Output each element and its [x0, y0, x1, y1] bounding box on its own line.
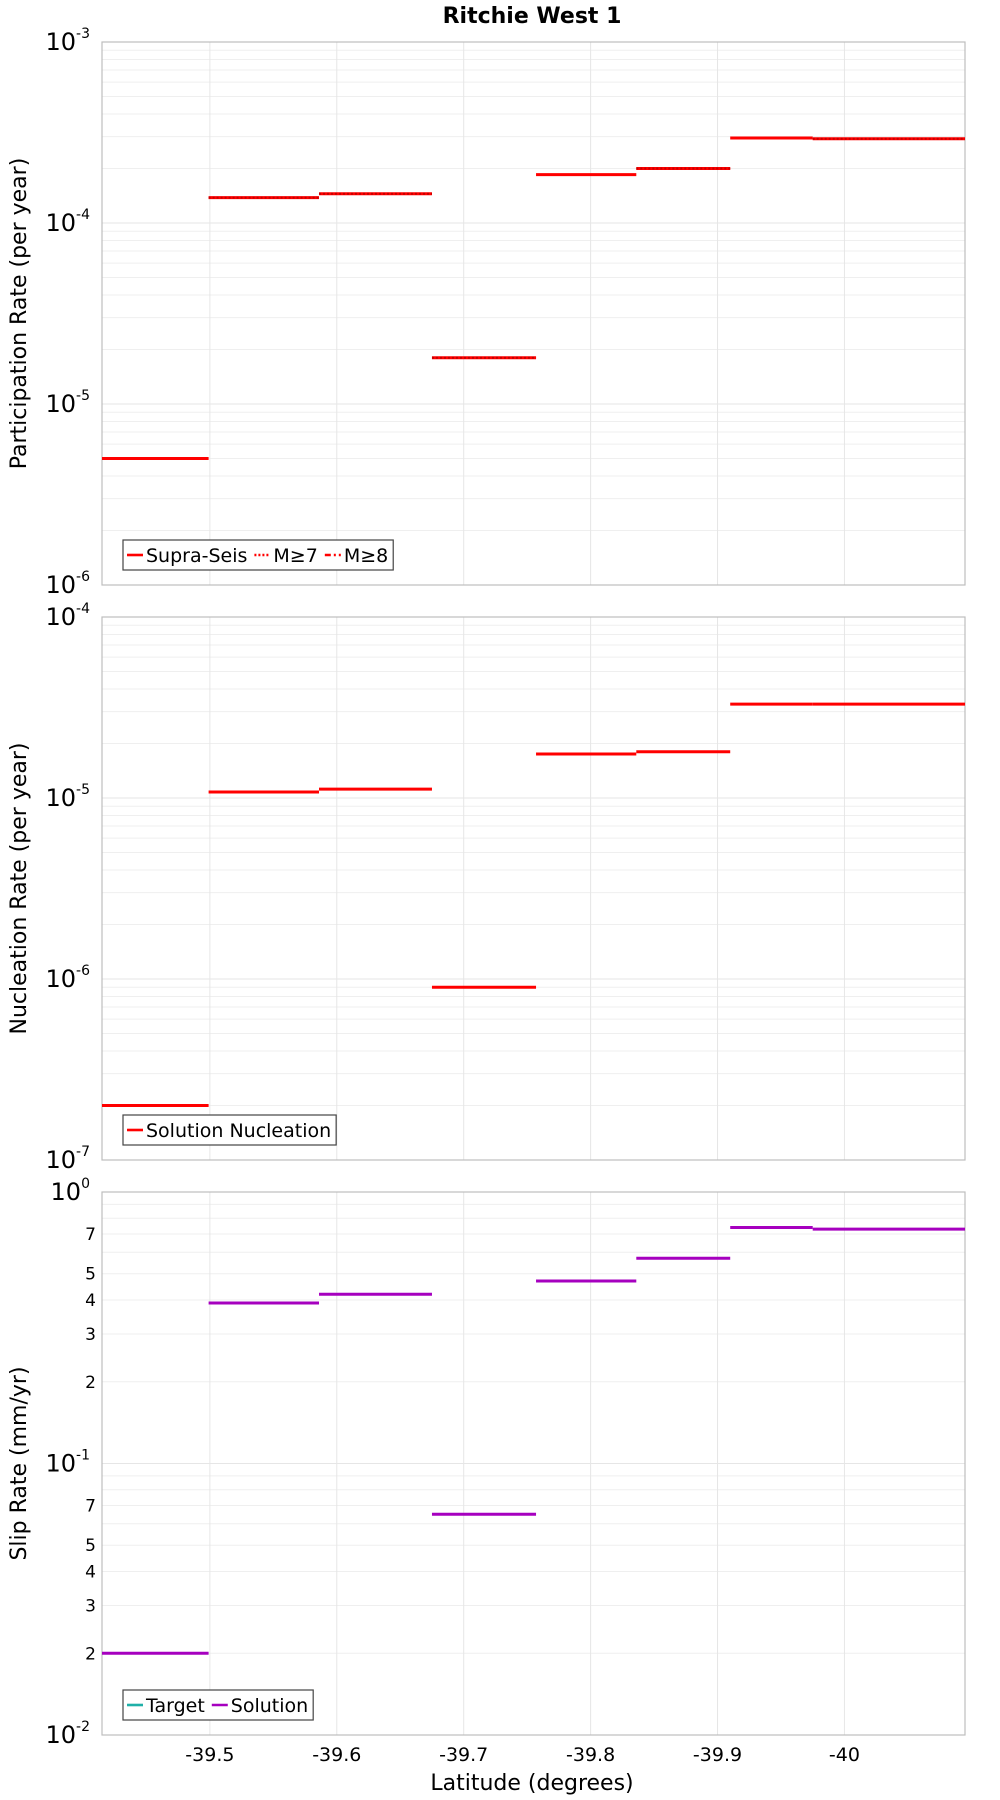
panel-2: 10-4 10-5 10-6 10-7 Nucleation Rate (per yea…	[7, 601, 966, 1174]
plot-frame	[101, 1191, 966, 1736]
legend-label: M≥8	[344, 545, 388, 567]
minor-gridlines	[102, 624, 965, 1107]
y-tick-label: 10-4	[45, 207, 90, 237]
x-tick-label: -40	[829, 1744, 860, 1766]
legend: Target Solution	[122, 1689, 314, 1721]
y-tick-label: 10-5	[45, 388, 90, 418]
y-axis-label: Participation Rate (per year)	[7, 158, 32, 470]
y-minor-tick-label: 5	[85, 1536, 96, 1556]
minor-gridlines	[102, 49, 965, 532]
legend-label: Target	[145, 1695, 205, 1717]
legend: Solution Nucleation	[122, 1114, 337, 1146]
series-2	[208, 137, 965, 359]
y-minor-tick-label: 3	[85, 1325, 96, 1345]
legend-box	[122, 539, 394, 571]
y-tick-label: 10-4	[45, 601, 90, 631]
y-tick-label: 10-2	[45, 1719, 90, 1749]
series-1	[102, 1226, 965, 1655]
x-tick-label: -39.6	[312, 1744, 361, 1766]
series-1	[102, 702, 965, 1108]
plot-frame	[101, 616, 966, 1161]
y-tick-label: 10-5	[45, 782, 90, 812]
x-tick-label: -39.9	[693, 1744, 742, 1766]
panel-1: 10-3 10-4 10-5 10-6 Participation Rate (per …	[7, 26, 966, 599]
y-minor-tick-label: 7	[85, 1497, 96, 1517]
x-tick-label: -39.8	[566, 1744, 615, 1766]
legend-label: Solution	[231, 1695, 308, 1717]
y-tick-label: 100	[51, 1176, 90, 1206]
y-axis-label: Nucleation Rate (per year)	[7, 743, 32, 1035]
legend-label: Solution Nucleation	[146, 1120, 331, 1142]
y-minor-tick-label: 7	[85, 1225, 96, 1245]
y-tick-label: 10-3	[45, 26, 90, 56]
minor-gridlines	[102, 1203, 965, 1654]
chart-title: Ritchie West 1	[443, 4, 622, 29]
x-tick-label: -39.7	[439, 1744, 488, 1766]
y-tick-label: 10-6	[45, 963, 90, 993]
y-minor-tick-label: 3	[85, 1596, 96, 1616]
x-tick-label: -39.5	[185, 1744, 234, 1766]
y-minor-tick-label: 5	[85, 1265, 96, 1285]
legend-box	[122, 1114, 337, 1146]
y-tick-label: 10-1	[45, 1448, 90, 1478]
y-minor-tick-label: 2	[85, 1644, 96, 1664]
y-tick-label: 10-7	[45, 1144, 90, 1174]
y-minor-tick-label: 4	[85, 1563, 96, 1583]
y-minor-tick-label: 2	[85, 1373, 96, 1393]
y-axis-label: Slip Rate (mm/yr)	[7, 1366, 32, 1560]
y-tick-label: 10-6	[45, 569, 90, 599]
plot-frame	[101, 41, 966, 586]
legend-label: M≥7	[273, 545, 317, 567]
legend: Supra-Seis M≥7 M≥8	[122, 539, 394, 571]
legend-label: Supra-Seis	[146, 545, 247, 567]
y-minor-tick-label: 4	[85, 1291, 96, 1311]
panel-3: 100 10-1 10-2 7 5 4 3 2 7 5 4 3 2 -39.5 -39.6 -39.7 -39.…	[7, 1176, 966, 1766]
x-axis-label: Latitude (degrees)	[430, 1771, 633, 1796]
